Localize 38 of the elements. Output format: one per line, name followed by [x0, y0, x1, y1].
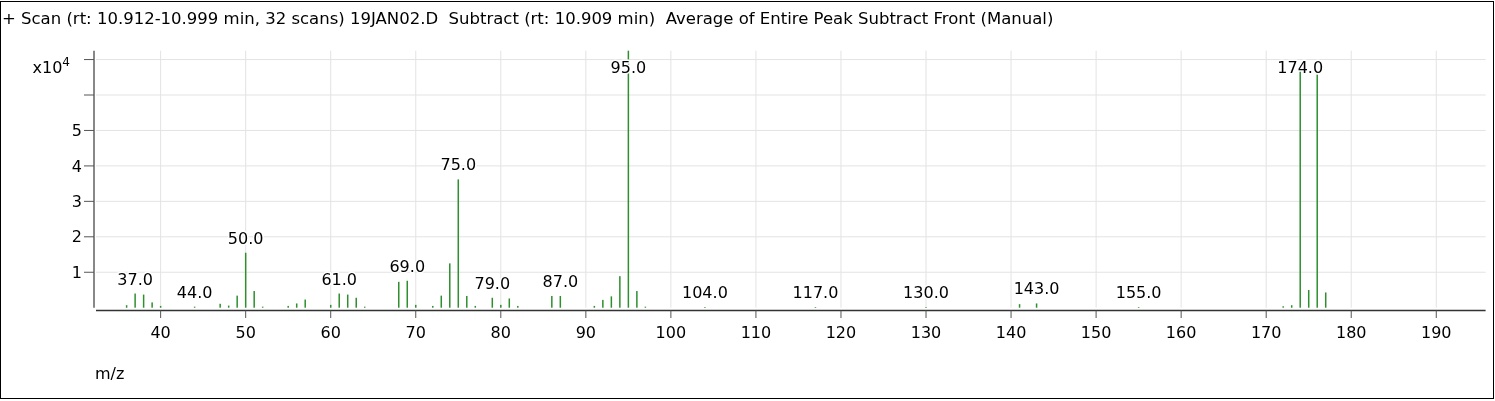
annotation: 87.0 [542, 272, 579, 291]
x-tick-label: 150 [1080, 323, 1112, 342]
annotation: 69.0 [389, 256, 426, 276]
y-tick-label: 1 [71, 262, 82, 282]
x-tick-label: 120 [825, 323, 857, 342]
x-tick-label: 130 [910, 323, 942, 342]
x-tick-label: 50 [235, 323, 256, 342]
annotation: 37.0 [117, 269, 153, 289]
annotation: 143.0 [1013, 279, 1060, 299]
annotation: 174.0 [1277, 57, 1324, 77]
x-tick-label: 70 [405, 323, 426, 342]
annotation: 117.0 [792, 282, 839, 302]
y-tick-label: 5 [71, 121, 82, 141]
annotation: 75.0 [440, 155, 477, 175]
y-tick-label: 4 [71, 156, 82, 176]
x-axis-title: m/z [95, 364, 125, 383]
x-tick-label: 140 [995, 323, 1027, 342]
y-tick-label: 2 [71, 227, 82, 247]
chart-title: + Scan (rt: 10.912-10.999 min, 32 scans) 19JAN02.D Subtract (rt: 10.909 min) Average of Entire Peak Subtract Front (Manual) [2, 9, 1054, 28]
annotation: 104.0 [682, 282, 728, 302]
annotation: 79.0 [474, 273, 511, 293]
y-tick-label: 3 [71, 191, 82, 211]
annotation: 130.0 [903, 282, 949, 302]
x-tick-label: 100 [655, 323, 687, 342]
x-tick-label: 190 [1421, 323, 1452, 342]
x-tick-label: 180 [1335, 323, 1367, 342]
x-tick-label: 110 [740, 323, 772, 342]
x-tick-label: 160 [1165, 323, 1197, 342]
annotation: 155.0 [1115, 282, 1162, 302]
annotation: 61.0 [321, 269, 358, 289]
annotation: 44.0 [176, 282, 213, 302]
x-tick-label: 80 [490, 323, 511, 342]
x-tick-label: 40 [150, 323, 171, 342]
annotation: 50.0 [227, 228, 264, 248]
y-axis-title: x10$^{4}$ [32, 54, 70, 77]
x-tick-label: 60 [320, 323, 341, 342]
x-tick-label: 90 [575, 323, 597, 342]
x-tick-label: 170 [1250, 323, 1282, 342]
